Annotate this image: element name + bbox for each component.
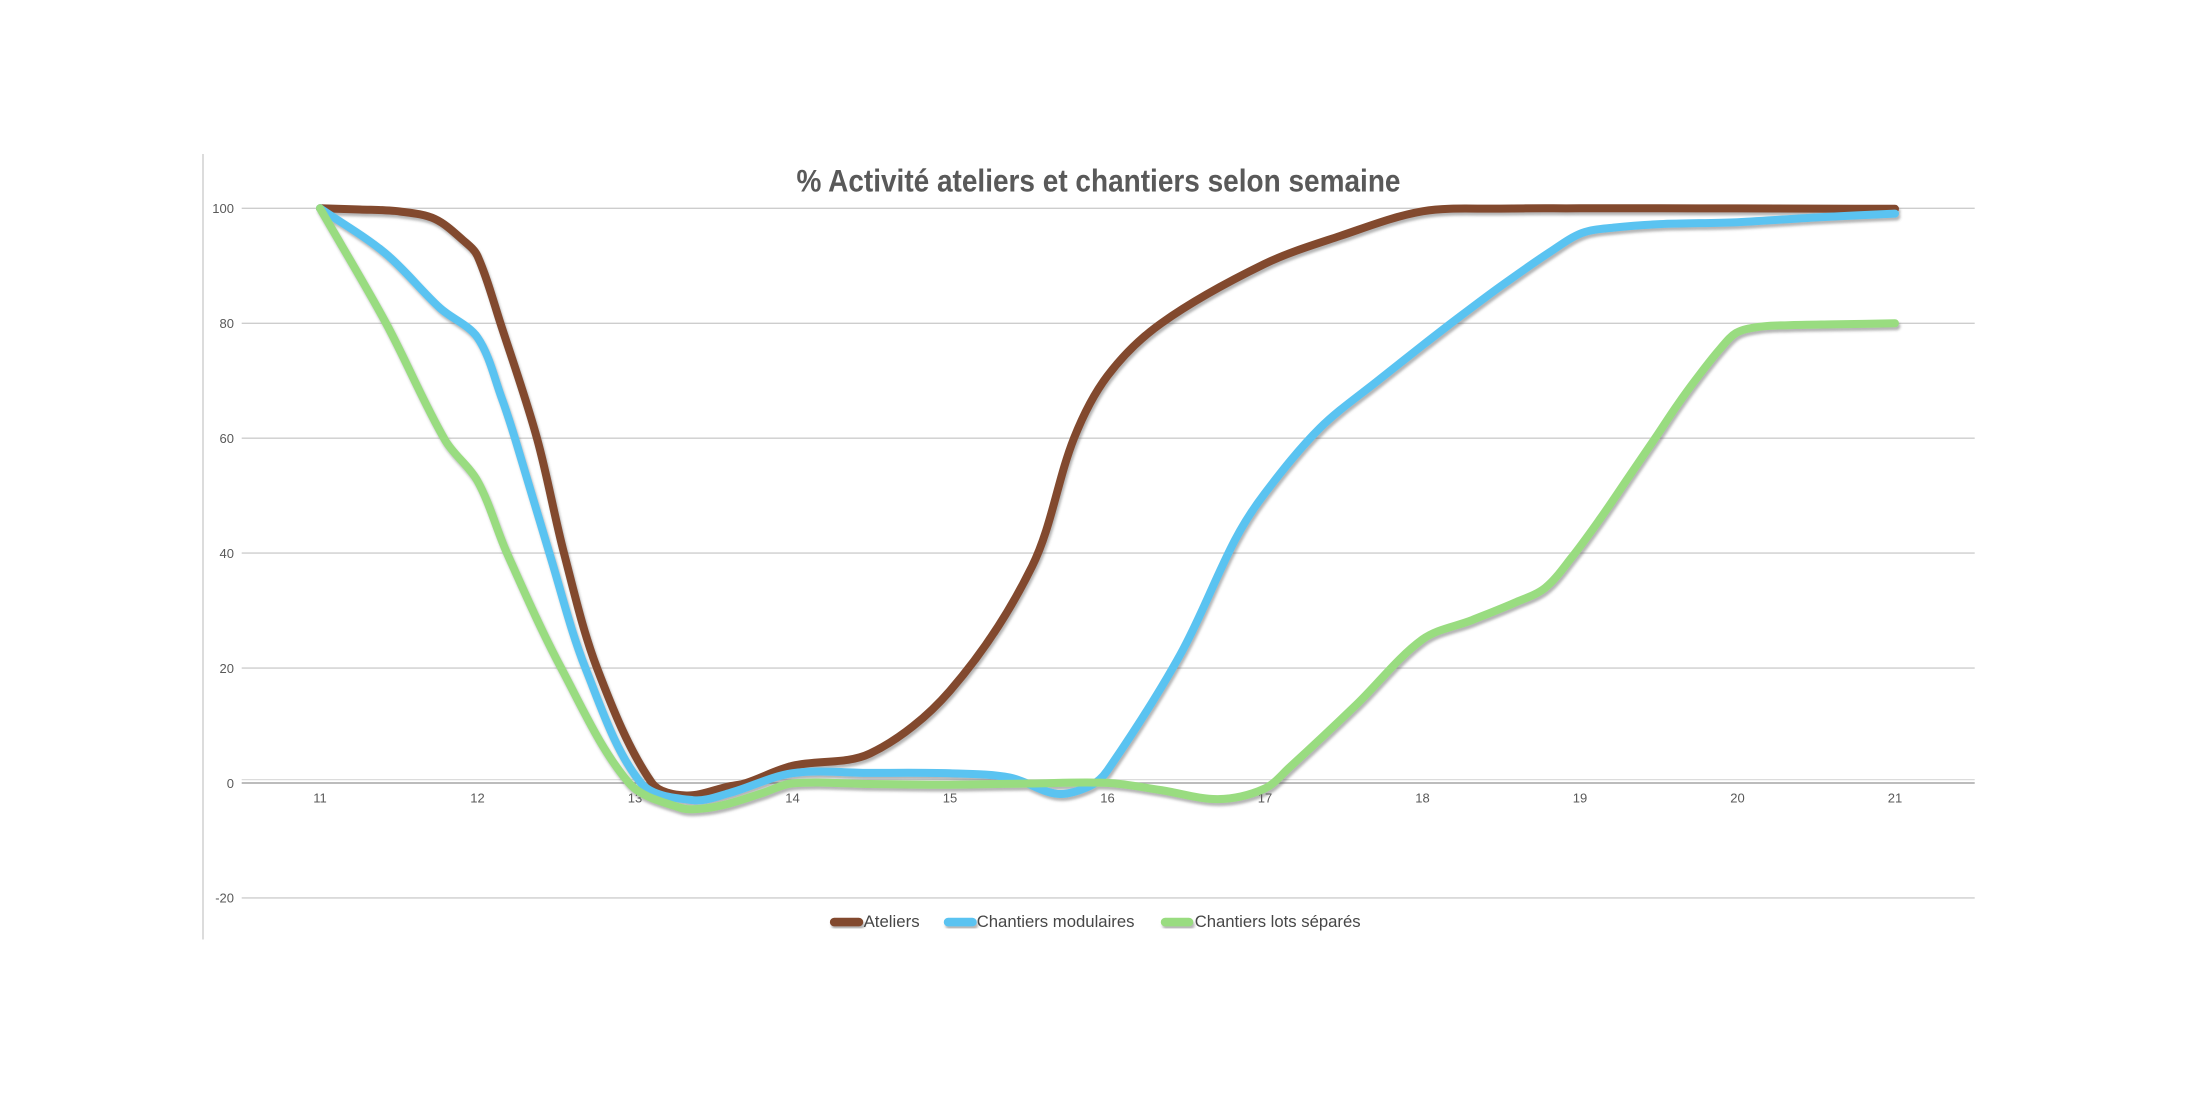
svg-text:100: 100 [212,201,234,216]
svg-text:14: 14 [785,791,799,806]
svg-text:40: 40 [220,546,234,561]
svg-text:-20: -20 [215,891,234,906]
svg-text:18: 18 [1415,791,1429,806]
svg-text:15: 15 [943,791,957,806]
svg-text:21: 21 [1888,791,1902,806]
svg-text:20: 20 [220,661,234,676]
svg-text:80: 80 [220,316,234,331]
svg-text:60: 60 [220,431,234,446]
svg-text:19: 19 [1573,791,1587,806]
svg-text:Ateliers: Ateliers [864,912,920,931]
svg-text:% Activité ateliers et chantie: % Activité ateliers et chantiers selon s… [797,163,1401,199]
svg-text:Chantiers lots séparés: Chantiers lots séparés [1195,912,1361,931]
svg-text:0: 0 [227,776,234,791]
svg-text:16: 16 [1100,791,1114,806]
svg-text:Chantiers modulaires: Chantiers modulaires [977,912,1135,931]
svg-text:20: 20 [1730,791,1744,806]
svg-text:11: 11 [313,791,327,806]
svg-text:12: 12 [470,791,484,806]
